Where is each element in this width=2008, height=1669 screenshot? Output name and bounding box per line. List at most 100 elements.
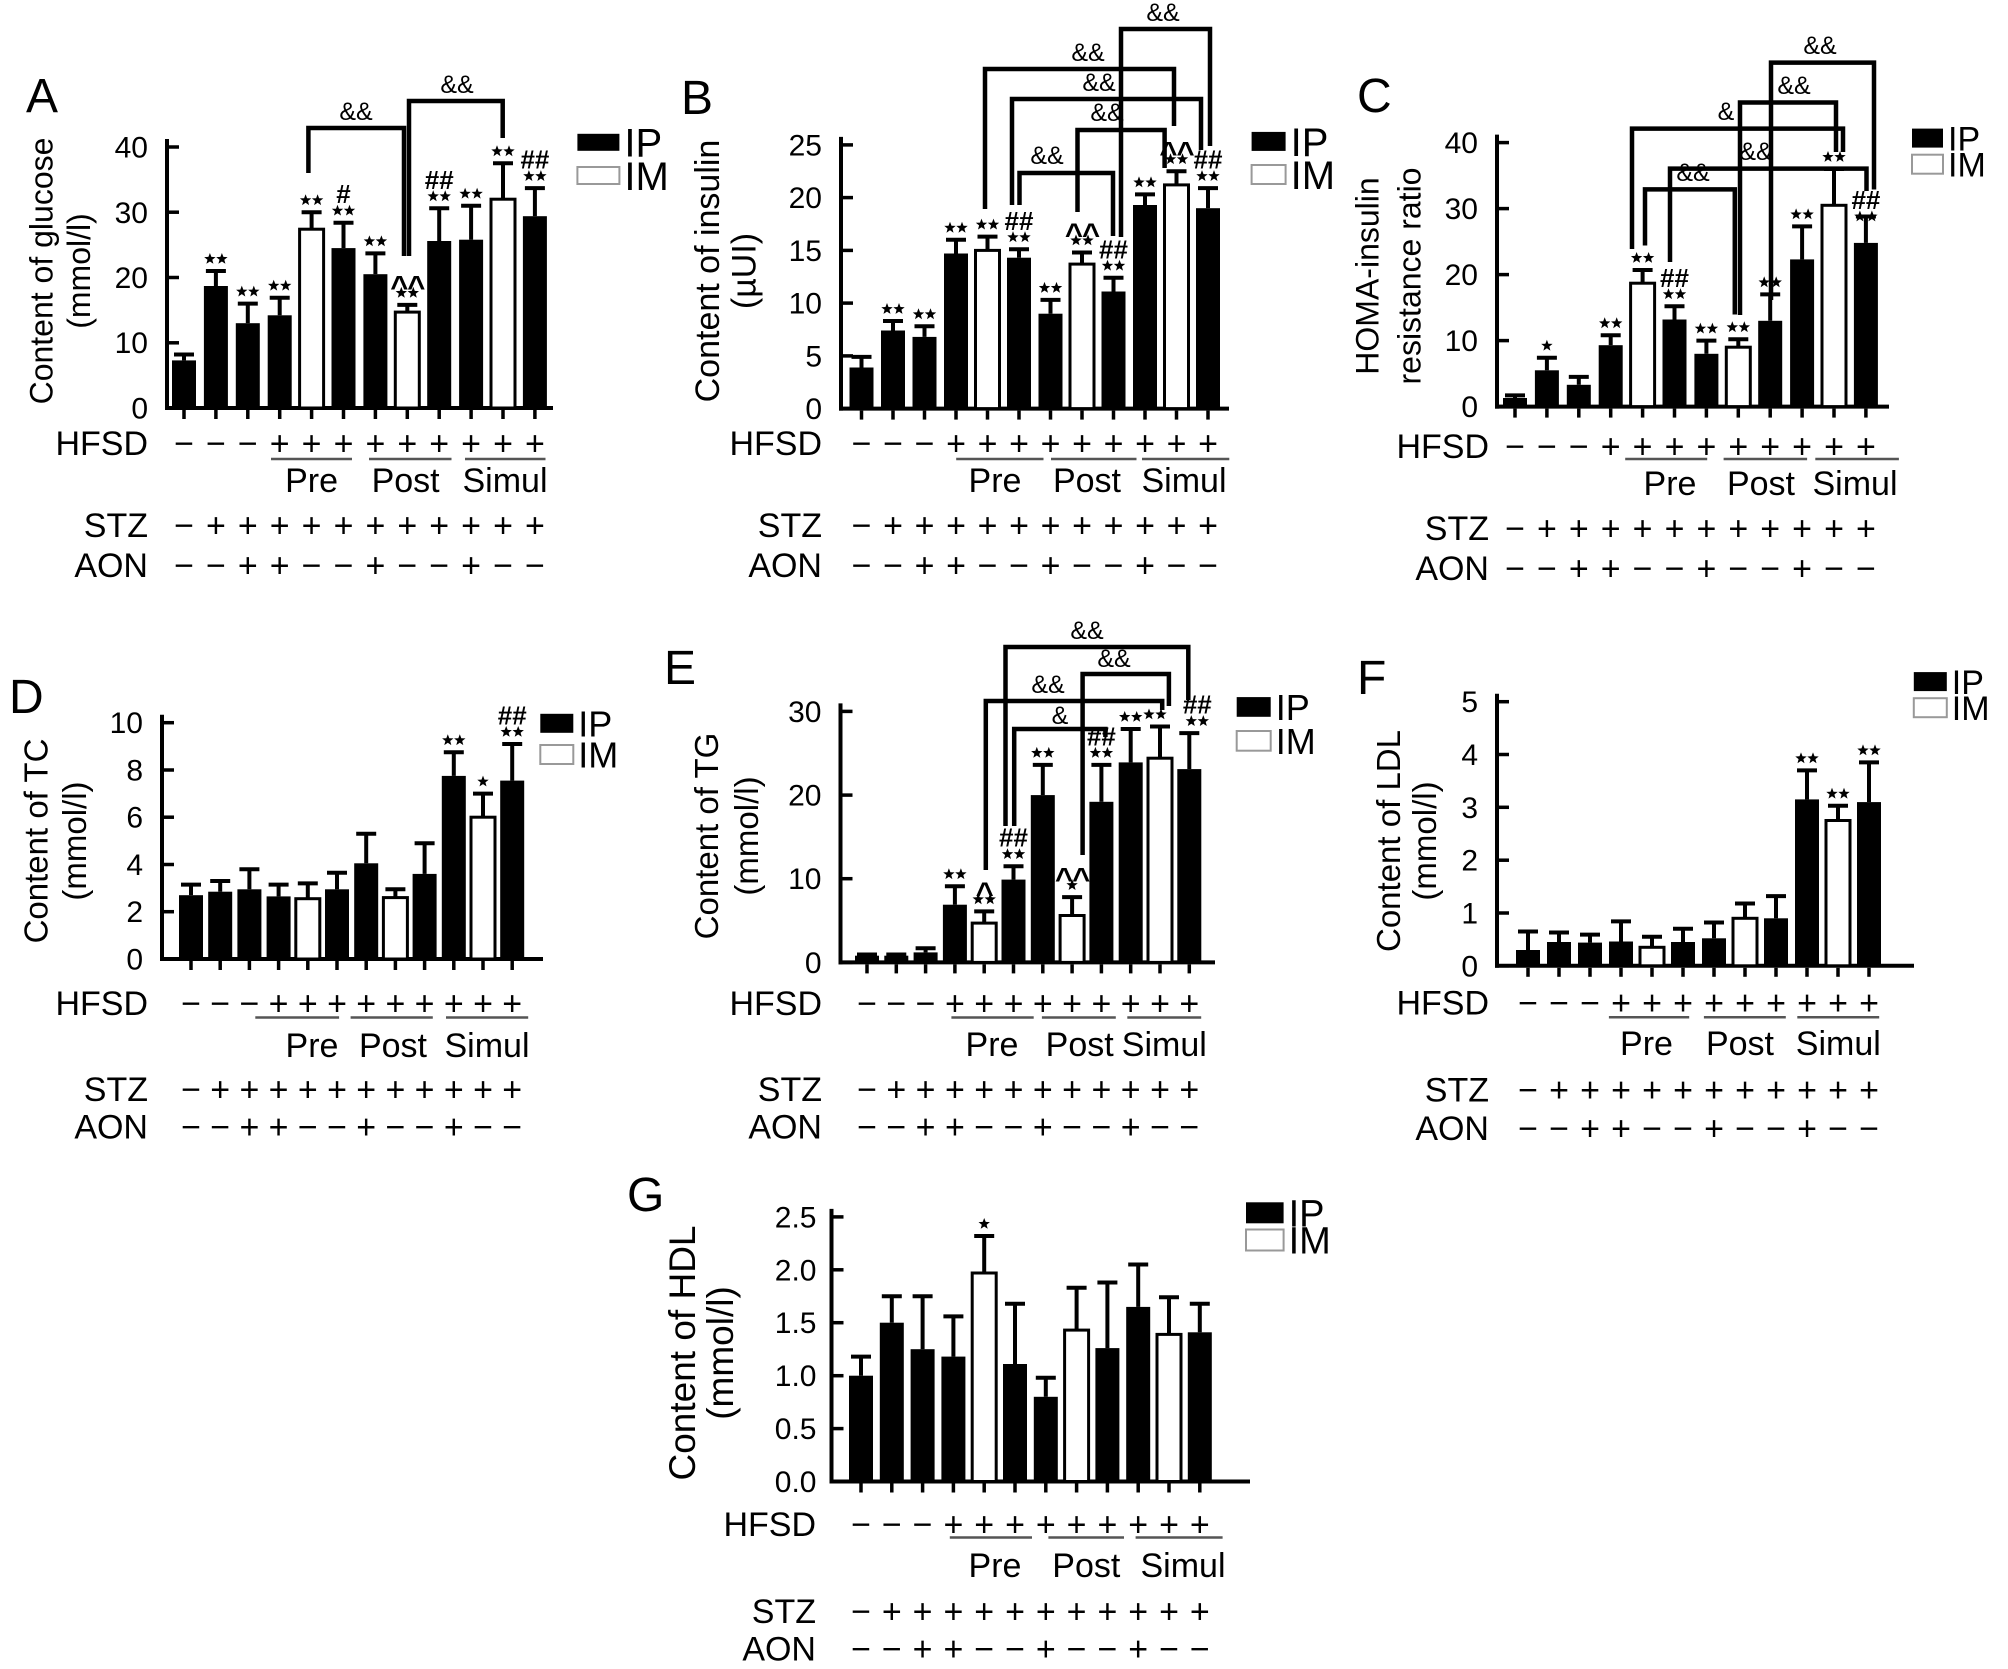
svg-text:+: + [444,1109,464,1147]
svg-text:Post: Post [1052,1547,1121,1585]
svg-text:−: − [1735,1110,1755,1148]
svg-text:−: − [415,1109,435,1147]
svg-text:HFSD: HFSD [723,1506,816,1544]
svg-text:5: 5 [1461,686,1478,719]
svg-text:+: + [974,985,994,1023]
svg-text:−: − [857,1109,877,1147]
svg-text:+: + [1580,1071,1600,1109]
svg-text:Content of LDL: Content of LDL [1370,730,1407,952]
svg-text:&&: && [1071,39,1105,67]
svg-text:−: − [327,1109,347,1147]
svg-text:+: + [1005,1506,1025,1544]
svg-text:−: − [1824,550,1844,588]
svg-text:0: 0 [1461,391,1478,424]
svg-text:IM: IM [1276,721,1316,762]
svg-text:+: + [1792,428,1812,466]
svg-text:+: + [1797,1110,1817,1148]
svg-text:−: − [181,1109,201,1147]
svg-text:+: + [1121,1071,1141,1109]
svg-text:+: + [1159,1593,1179,1631]
svg-text:(mmol/l): (mmol/l) [56,781,93,900]
svg-text:0.0: 0.0 [775,1466,817,1499]
svg-text:−: − [1859,1110,1879,1148]
svg-text:+: + [327,1071,347,1109]
svg-text:STZ: STZ [758,507,822,545]
svg-text:−: − [1150,1109,1170,1147]
svg-text:−: − [1167,547,1187,585]
svg-text:+: + [270,547,290,585]
svg-text:−: − [239,985,259,1023]
svg-text:−: − [1518,1071,1538,1109]
svg-text:A: A [26,70,58,123]
svg-text:+: + [1072,507,1092,545]
svg-text:HFSD: HFSD [1396,428,1489,466]
svg-text:+: + [1036,1631,1056,1669]
svg-text:+: + [1190,1506,1210,1544]
svg-text:+: + [1633,428,1653,466]
svg-text:(mmol/l): (mmol/l) [1406,781,1443,900]
svg-text:−: − [1505,510,1525,548]
svg-text:Pre: Pre [1620,1025,1673,1063]
svg-text:0: 0 [126,944,143,977]
svg-text:Content of HDL: Content of HDL [662,1225,703,1480]
svg-text:Simul: Simul [1812,465,1897,503]
svg-text:+: + [978,425,998,463]
svg-text:+: + [356,985,376,1023]
svg-text:+: + [1135,547,1155,585]
svg-text:2.0: 2.0 [775,1254,817,1287]
svg-text:+: + [1665,510,1685,548]
svg-text:+: + [1601,510,1621,548]
svg-text:+: + [302,425,322,463]
svg-text:+: + [1601,550,1621,588]
svg-text:−: − [1190,1631,1210,1669]
svg-text:+: + [493,425,513,463]
svg-text:−: − [206,425,226,463]
svg-text:&&: && [1146,0,1180,27]
svg-text:−: − [1728,550,1748,588]
svg-text:−: − [1518,1110,1538,1148]
svg-text:+: + [1121,985,1141,1023]
svg-text:1.0: 1.0 [775,1360,817,1393]
svg-text:−: − [883,547,903,585]
svg-text:STZ: STZ [758,1071,822,1109]
svg-text:+: + [1537,510,1557,548]
svg-text:−: − [916,985,936,1023]
svg-text:10: 10 [115,327,148,360]
svg-text:30: 30 [1445,193,1478,226]
svg-text:##: ## [1194,145,1223,175]
svg-text:IM: IM [1289,1221,1331,1263]
svg-text:+: + [1128,1631,1148,1669]
svg-text:E: E [664,642,696,695]
svg-text:+: + [1735,1071,1755,1109]
svg-text:STZ: STZ [84,1071,148,1109]
svg-text:+: + [1179,985,1199,1023]
svg-text:Post: Post [1706,1025,1775,1063]
svg-text:1: 1 [1461,898,1478,931]
svg-text:Content of TC: Content of TC [17,739,54,944]
svg-text:+: + [974,1506,994,1544]
svg-text:0: 0 [1461,950,1478,983]
svg-text:−: − [1009,547,1029,585]
svg-text:0: 0 [805,947,822,980]
svg-text:4: 4 [126,849,143,882]
svg-text:−: − [857,985,877,1023]
svg-text:+: + [385,985,405,1023]
svg-text:−: − [473,1109,493,1147]
svg-text:+: + [916,1109,936,1147]
svg-text:10: 10 [110,707,143,740]
svg-text:−: − [238,425,258,463]
svg-text:AON: AON [74,547,148,585]
svg-text:−: − [978,547,998,585]
svg-text:+: + [397,507,417,545]
svg-text:+: + [1792,550,1812,588]
svg-text:&&: && [1030,142,1064,170]
svg-text:+: + [473,1071,493,1109]
svg-text:+: + [1091,985,1111,1023]
svg-text:##: ## [1087,721,1116,751]
svg-text:&&: && [1082,69,1116,97]
svg-text:10: 10 [789,288,822,321]
svg-text:+: + [974,1593,994,1631]
svg-text:−: − [429,547,449,585]
svg-text:−: − [1159,1631,1179,1669]
svg-text:+: + [1642,1071,1662,1109]
